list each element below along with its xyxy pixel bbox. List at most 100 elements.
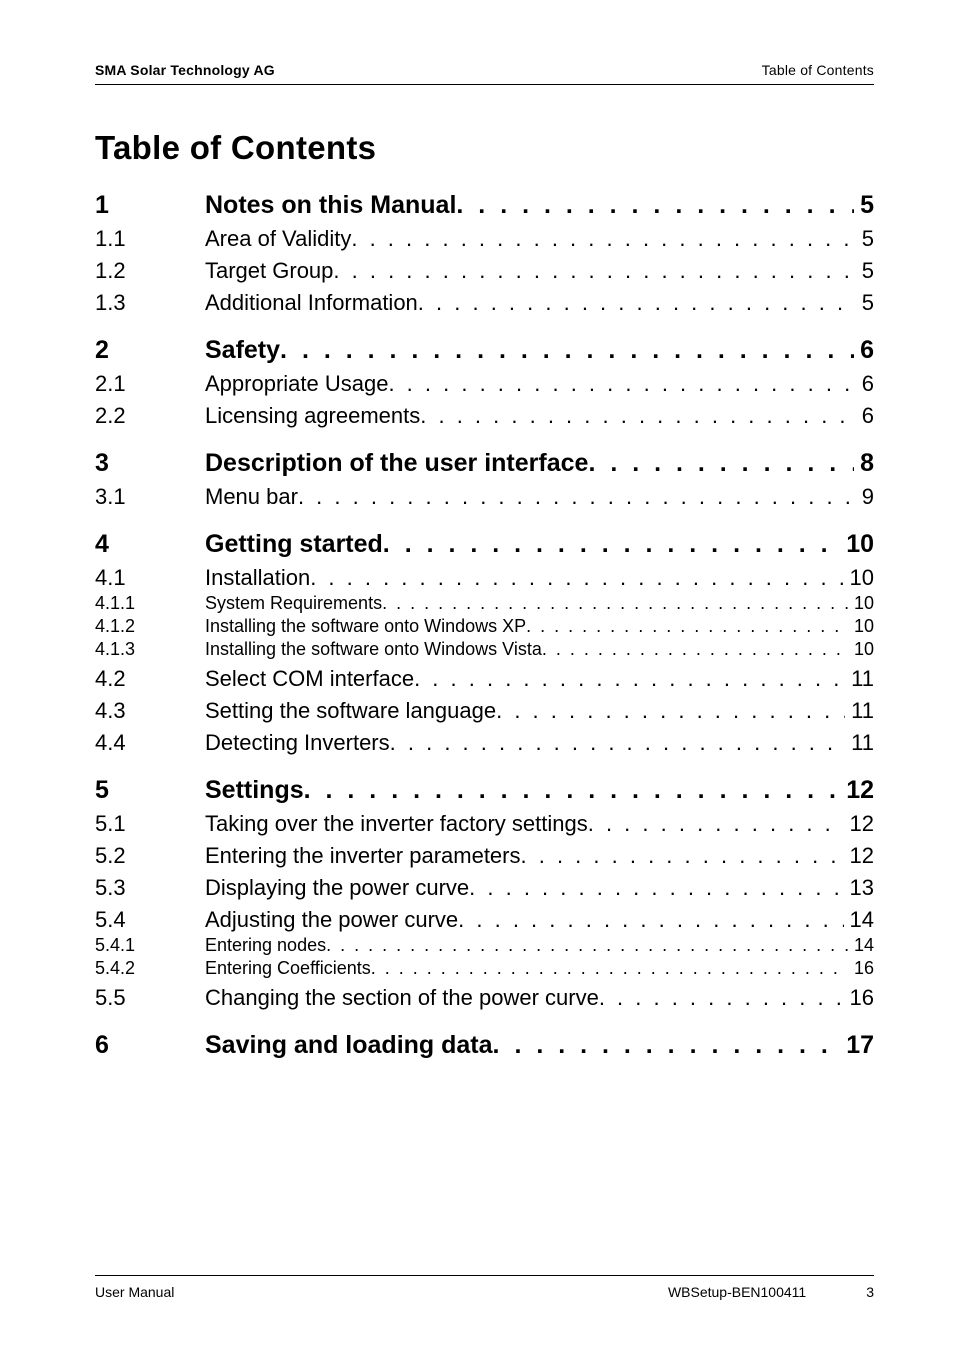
toc-entry-number: 2 bbox=[95, 336, 205, 365]
page-title: Table of Contents bbox=[95, 129, 874, 167]
toc-entry-label: Target Group bbox=[205, 258, 333, 284]
toc-entry-label: Detecting Inverters bbox=[205, 730, 390, 756]
toc-leader-dots bbox=[456, 191, 854, 220]
toc-leader-dots bbox=[458, 907, 843, 933]
toc-entry-page: 11 bbox=[845, 730, 874, 756]
toc-entry-number: 3.1 bbox=[95, 484, 205, 510]
toc-entry-label: Installing the software onto Windows Vis… bbox=[205, 639, 542, 660]
toc-entry-label: System Requirements bbox=[205, 593, 382, 614]
toc-entry-number: 5.4.1 bbox=[95, 935, 205, 956]
toc-entry-label: Adjusting the power curve bbox=[205, 907, 458, 933]
toc-entry: 1.3Additional Information 5 bbox=[95, 290, 874, 316]
toc-entry: 4.1.3Installing the software onto Window… bbox=[95, 639, 874, 660]
toc-entry-page: 14 bbox=[848, 935, 874, 956]
header-left: SMA Solar Technology AG bbox=[95, 62, 275, 78]
toc-entry-page: 12 bbox=[844, 811, 874, 837]
toc-entry-number: 5.1 bbox=[95, 811, 205, 837]
toc-entry-number: 4.1.3 bbox=[95, 639, 205, 660]
toc-entry: 2Safety 6 bbox=[95, 336, 874, 365]
toc-entry-page: 16 bbox=[848, 958, 874, 979]
toc-entry-number: 4.1 bbox=[95, 565, 205, 591]
toc-entry-number: 6 bbox=[95, 1031, 205, 1060]
toc-entry-label: Changing the section of the power curve bbox=[205, 985, 599, 1011]
toc-leader-dots bbox=[599, 985, 844, 1011]
toc-entry-label: Saving and loading data bbox=[205, 1031, 493, 1060]
toc-entry: 1.1Area of Validity 5 bbox=[95, 226, 874, 252]
toc-entry: 4.2Select COM interface 11 bbox=[95, 666, 874, 692]
footer-left: User Manual bbox=[95, 1284, 174, 1300]
toc-entry-label: Safety bbox=[205, 336, 280, 365]
toc-entry: 2.2Licensing agreements 6 bbox=[95, 403, 874, 429]
toc-entry-page: 5 bbox=[856, 258, 874, 284]
footer-center: WBSetup-BEN100411 bbox=[668, 1284, 806, 1300]
toc-entry-number: 5.3 bbox=[95, 875, 205, 901]
toc-leader-dots bbox=[588, 449, 854, 478]
toc-entry-number: 4.1.2 bbox=[95, 616, 205, 637]
toc-entry-label: Description of the user interface bbox=[205, 449, 588, 478]
toc-leader-dots bbox=[310, 565, 843, 591]
toc-entry-page: 11 bbox=[845, 666, 874, 692]
toc-entry: 4.1Installation 10 bbox=[95, 565, 874, 591]
toc-leader-dots bbox=[333, 258, 855, 284]
toc-leader-dots bbox=[469, 875, 843, 901]
toc-entry: 5.5Changing the section of the power cur… bbox=[95, 985, 874, 1011]
toc-leader-dots bbox=[420, 403, 856, 429]
toc-leader-dots bbox=[326, 935, 848, 956]
toc-entry-label: Licensing agreements bbox=[205, 403, 420, 429]
toc-leader-dots bbox=[390, 730, 846, 756]
toc-entry-page: 11 bbox=[845, 698, 874, 724]
toc-entry: 5Settings 12 bbox=[95, 776, 874, 805]
toc-entry-label: Installation bbox=[205, 565, 310, 591]
toc-entry-page: 12 bbox=[840, 776, 874, 805]
toc-entry-page: 10 bbox=[848, 616, 874, 637]
toc-entry: 1Notes on this Manual 5 bbox=[95, 191, 874, 220]
header-right: Table of Contents bbox=[762, 62, 874, 78]
toc-entry-number: 4.3 bbox=[95, 698, 205, 724]
toc-entry-page: 6 bbox=[856, 371, 874, 397]
toc-leader-dots bbox=[493, 1031, 841, 1060]
toc-entry: 5.4Adjusting the power curve 14 bbox=[95, 907, 874, 933]
toc-entry-page: 8 bbox=[854, 449, 874, 478]
toc-entry-number: 2.1 bbox=[95, 371, 205, 397]
toc-entry-number: 1.2 bbox=[95, 258, 205, 284]
toc-leader-dots bbox=[496, 698, 845, 724]
toc-entry: 5.1Taking over the inverter factory sett… bbox=[95, 811, 874, 837]
running-header: SMA Solar Technology AG Table of Content… bbox=[95, 62, 874, 78]
toc-entry-label: Appropriate Usage bbox=[205, 371, 388, 397]
footer-rule bbox=[95, 1275, 874, 1276]
toc-entry: 5.2Entering the inverter parameters 12 bbox=[95, 843, 874, 869]
toc-entry-page: 9 bbox=[856, 484, 874, 510]
toc-entry: 4Getting started 10 bbox=[95, 530, 874, 559]
toc-entry-label: Entering Coefficients bbox=[205, 958, 371, 979]
toc-entry-page: 6 bbox=[854, 336, 874, 365]
toc-entry-label: Additional Information bbox=[205, 290, 418, 316]
toc-entry-page: 5 bbox=[856, 290, 874, 316]
toc-leader-dots bbox=[304, 776, 841, 805]
toc-entry-number: 5.5 bbox=[95, 985, 205, 1011]
toc-entry-number: 5.2 bbox=[95, 843, 205, 869]
toc-entry: 3.1Menu bar 9 bbox=[95, 484, 874, 510]
toc-entry-number: 4 bbox=[95, 530, 205, 559]
toc-entry-page: 10 bbox=[848, 639, 874, 660]
toc-entry: 6Saving and loading data 17 bbox=[95, 1031, 874, 1060]
header-rule bbox=[95, 84, 874, 85]
toc-leader-dots bbox=[526, 616, 848, 637]
toc-entry-label: Notes on this Manual bbox=[205, 191, 456, 220]
toc-entry-label: Settings bbox=[205, 776, 304, 805]
toc-entry-page: 6 bbox=[856, 403, 874, 429]
toc-entry-number: 4.2 bbox=[95, 666, 205, 692]
toc-entry-number: 5.4 bbox=[95, 907, 205, 933]
toc-entry-label: Getting started bbox=[205, 530, 383, 559]
toc-leader-dots bbox=[418, 290, 856, 316]
toc-entry-page: 5 bbox=[856, 226, 874, 252]
toc-entry-page: 10 bbox=[848, 593, 874, 614]
toc-entry: 1.2Target Group 5 bbox=[95, 258, 874, 284]
toc-leader-dots bbox=[414, 666, 845, 692]
toc-leader-dots bbox=[382, 593, 848, 614]
footer-right: 3 bbox=[866, 1284, 874, 1300]
toc-entry: 4.4Detecting Inverters 11 bbox=[95, 730, 874, 756]
toc-entry-number: 5 bbox=[95, 776, 205, 805]
toc-entry: 5.3Displaying the power curve 13 bbox=[95, 875, 874, 901]
toc-entry-label: Area of Validity bbox=[205, 226, 351, 252]
toc-entry-page: 10 bbox=[844, 565, 874, 591]
